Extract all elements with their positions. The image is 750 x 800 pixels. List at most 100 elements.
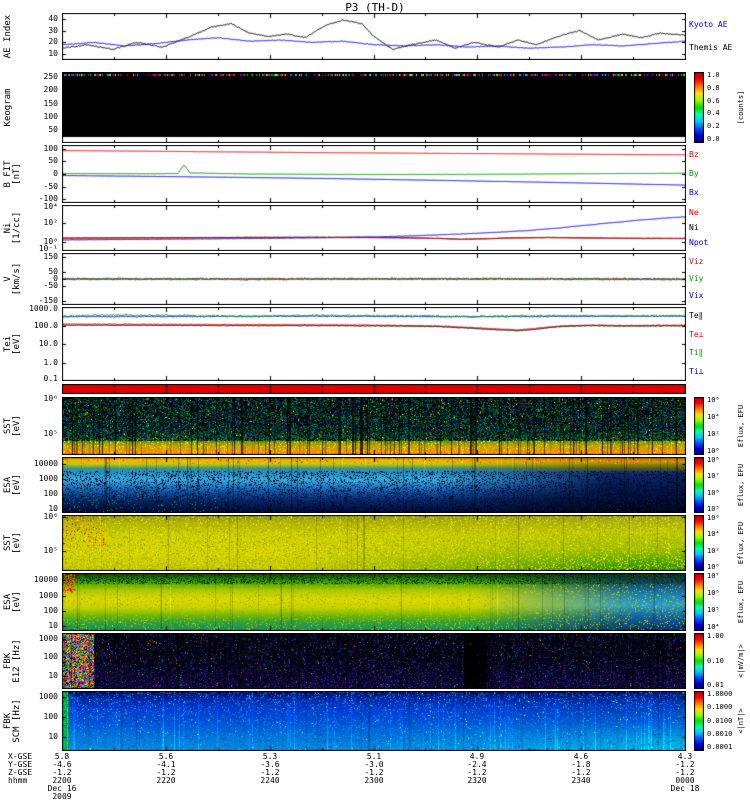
xaxis-value-hhmm-4: 2320 xyxy=(467,776,487,785)
panel-bfit: B FIT [nT] 100 50 0 -50 -100 Bz By Bx xyxy=(0,143,750,204)
page-title: P3 (TH-D) xyxy=(345,1,405,14)
legend-ae-Themis AE: Themis AE xyxy=(689,43,733,53)
colorbar-sst_i xyxy=(694,515,704,571)
panel-flag-plot xyxy=(62,384,686,394)
panel-sst_e-plot xyxy=(62,397,686,455)
date-left-line2: 2009 xyxy=(52,792,72,800)
ytick-bfit: 50 xyxy=(48,156,58,166)
ytick-bfit: 100 xyxy=(43,143,58,153)
xaxis-value-Z-GSE-5: -1.2 xyxy=(571,768,591,777)
ytick-esa_i: 100 xyxy=(43,606,58,616)
ytick-esa_e: 10 xyxy=(48,503,58,513)
panel-esa_e: ESA [eV] 10000 1000 100 10 10⁸ 10⁷ 10⁶ 10⁵ Eflux, … xyxy=(0,457,750,513)
ytick-bfit: -100 xyxy=(38,194,58,204)
cbtick-esa_e: 10⁸ xyxy=(707,456,720,464)
legend-tei-Te⊥: Te⊥ xyxy=(689,329,704,339)
cbtick-esa_e: 10⁷ xyxy=(707,472,720,481)
xaxis-row-label-Z-GSE: Z-GSE xyxy=(8,768,33,777)
cbtick-esa_i: 10⁷ xyxy=(707,572,720,580)
cbtick-sst_i: 10⁰ xyxy=(707,563,720,571)
cbtick-sst_i: 10⁴ xyxy=(707,530,720,539)
ytick-sst_i: 10⁶ xyxy=(43,512,58,521)
ytick-tei: 10.0 xyxy=(38,339,58,348)
legend-ni-Npot: Npot xyxy=(689,238,709,248)
cbtick-esa_i: 10⁴ xyxy=(707,623,720,631)
colorbar-esa_e xyxy=(694,457,704,513)
panel-fbk_e-plot xyxy=(62,633,686,689)
cbtick-keo: 0.0 xyxy=(707,135,720,143)
legend-ni-Ne: Ne xyxy=(689,207,699,217)
cbtick-sst_e: 10⁴ xyxy=(707,413,720,421)
ytick-v: 50 xyxy=(48,266,58,276)
cbtick-esa_e: 10⁶ xyxy=(707,488,720,497)
ytick-v: 150 xyxy=(43,251,58,261)
xaxis-value-Z-GSE-6: -1.2 xyxy=(675,768,695,777)
xaxis-value-Z-GSE-1: -1.2 xyxy=(156,768,176,777)
panel-esa_i: ESA [eV] 10000 1000 100 10 10⁷ 10⁶ 10⁵ 10⁴ Eflux, … xyxy=(0,573,750,631)
legend-bfit-Bz: Bz xyxy=(689,149,699,159)
panel-fbk_e: FBK E12 [Hz] 1000 100 10 1.00 0.10 0.01 <|mV/m|> xyxy=(0,633,750,689)
panel-ni: Ni [1/cc] 10⁴ 10² 10⁰ 10⁻¹ Ne Ni Npot xyxy=(0,203,750,253)
ytick-keo: 100 xyxy=(43,111,58,121)
ytick-tei: 1.0 xyxy=(43,357,58,367)
ytick-v: -150 xyxy=(38,296,58,306)
panel-ae: AE Index 40 30 20 10 Kyoto AE Themis AE xyxy=(0,13,750,60)
legend-v-Vix: Vix xyxy=(689,291,704,301)
ytick-ni: 10⁰ xyxy=(43,236,58,246)
ytick-v: 0 xyxy=(53,274,58,283)
date-right: Dec 18 xyxy=(670,784,700,793)
cbtick-sst_e: 10⁰ xyxy=(707,447,720,455)
ytick-esa_i: 10 xyxy=(48,621,58,631)
cbtick-sst_i: 10⁶ xyxy=(707,514,720,522)
xaxis-value-Y-GSE-5: -1.8 xyxy=(571,760,591,769)
xaxis-value-X-GSE-0: 5.8 xyxy=(54,752,70,761)
ytick-keo: 150 xyxy=(43,98,58,108)
ytick-ae: 30 xyxy=(48,25,58,35)
cbtick-keo: 0.2 xyxy=(707,122,720,131)
ytick-esa_e: 10000 xyxy=(33,459,58,469)
xaxis-value-Y-GSE-6: -1.2 xyxy=(675,760,695,769)
legend-tei-Te∥: Te∥ xyxy=(689,311,703,321)
legend-v-Viz: Viz xyxy=(689,256,704,266)
xaxis-value-hhmm-3: 2300 xyxy=(364,776,384,785)
panel-tei-plot xyxy=(62,307,686,381)
ytick-tei: 100.0 xyxy=(33,320,58,330)
panel-fbk_b: FBK SCM [Hz] 1000 100 10 1.0000 0.1000 0.0100 0.… xyxy=(0,691,750,751)
xaxis-value-hhmm-2: 2240 xyxy=(260,776,280,785)
colorbar-esa_i xyxy=(694,573,704,631)
xaxis-value-Y-GSE-1: -4.1 xyxy=(156,760,176,769)
ytick-ni: 10⁻¹ xyxy=(38,244,58,253)
cbtick-fbk_e: 0.01 xyxy=(707,681,724,689)
ytick-tei: 0.1 xyxy=(43,374,58,383)
ytick-tei: 1000.0 xyxy=(29,304,58,313)
ytick-esa_e: 100 xyxy=(43,488,58,498)
cbtick-fbk_b: 0.1000 xyxy=(707,703,733,712)
panel-flag xyxy=(0,384,750,394)
panel-esa_e-plot xyxy=(62,457,686,513)
ytick-sst_e: 10⁵ xyxy=(43,429,58,439)
cbtick-esa_i: 10⁶ xyxy=(707,589,720,597)
cbtick-fbk_b: 1.0000 xyxy=(707,690,733,698)
ytick-bfit: -50 xyxy=(43,181,58,191)
ytick-fbk_b: 1000 xyxy=(38,692,58,702)
ytick-v: -50 xyxy=(43,281,58,291)
xaxis-value-X-GSE-4: 4.9 xyxy=(469,752,485,761)
xaxis-value-Z-GSE-0: -1.2 xyxy=(52,768,72,777)
ytick-fbk_e: 100 xyxy=(43,652,58,662)
xaxis-value-X-GSE-3: 5.1 xyxy=(366,752,382,761)
cbtick-fbk_e: 0.10 xyxy=(707,656,724,665)
panel-sst_i: SST [eV] 10⁶ 10⁵ 10⁶ 10⁴ 10² 10⁰ Eflux, EFU xyxy=(0,512,750,571)
ytick-ni: 10² xyxy=(43,218,58,228)
panel-sst_e: SST [eV] 10⁶ 10⁵ 10⁶ 10⁴ 10² 10⁰ Eflux, EFU xyxy=(0,395,750,455)
panels-container: AE Index 40 30 20 10 Kyoto AE Themis AE Keogram… xyxy=(0,13,750,751)
xaxis-value-hhmm-1: 2220 xyxy=(156,776,176,785)
cbtick-esa_e: 10⁵ xyxy=(707,505,720,513)
colorbar-fbk_b xyxy=(694,691,704,751)
xaxis-value-Z-GSE-2: -1.2 xyxy=(260,768,280,777)
xaxis-value-Y-GSE-3: -3.0 xyxy=(364,760,384,769)
date-left-line1: Dec 16 xyxy=(47,784,77,793)
xaxis-value-X-GSE-1: 5.6 xyxy=(158,752,174,761)
xaxis-value-X-GSE-5: 4.6 xyxy=(573,752,589,761)
colorbar-keo xyxy=(694,72,704,143)
